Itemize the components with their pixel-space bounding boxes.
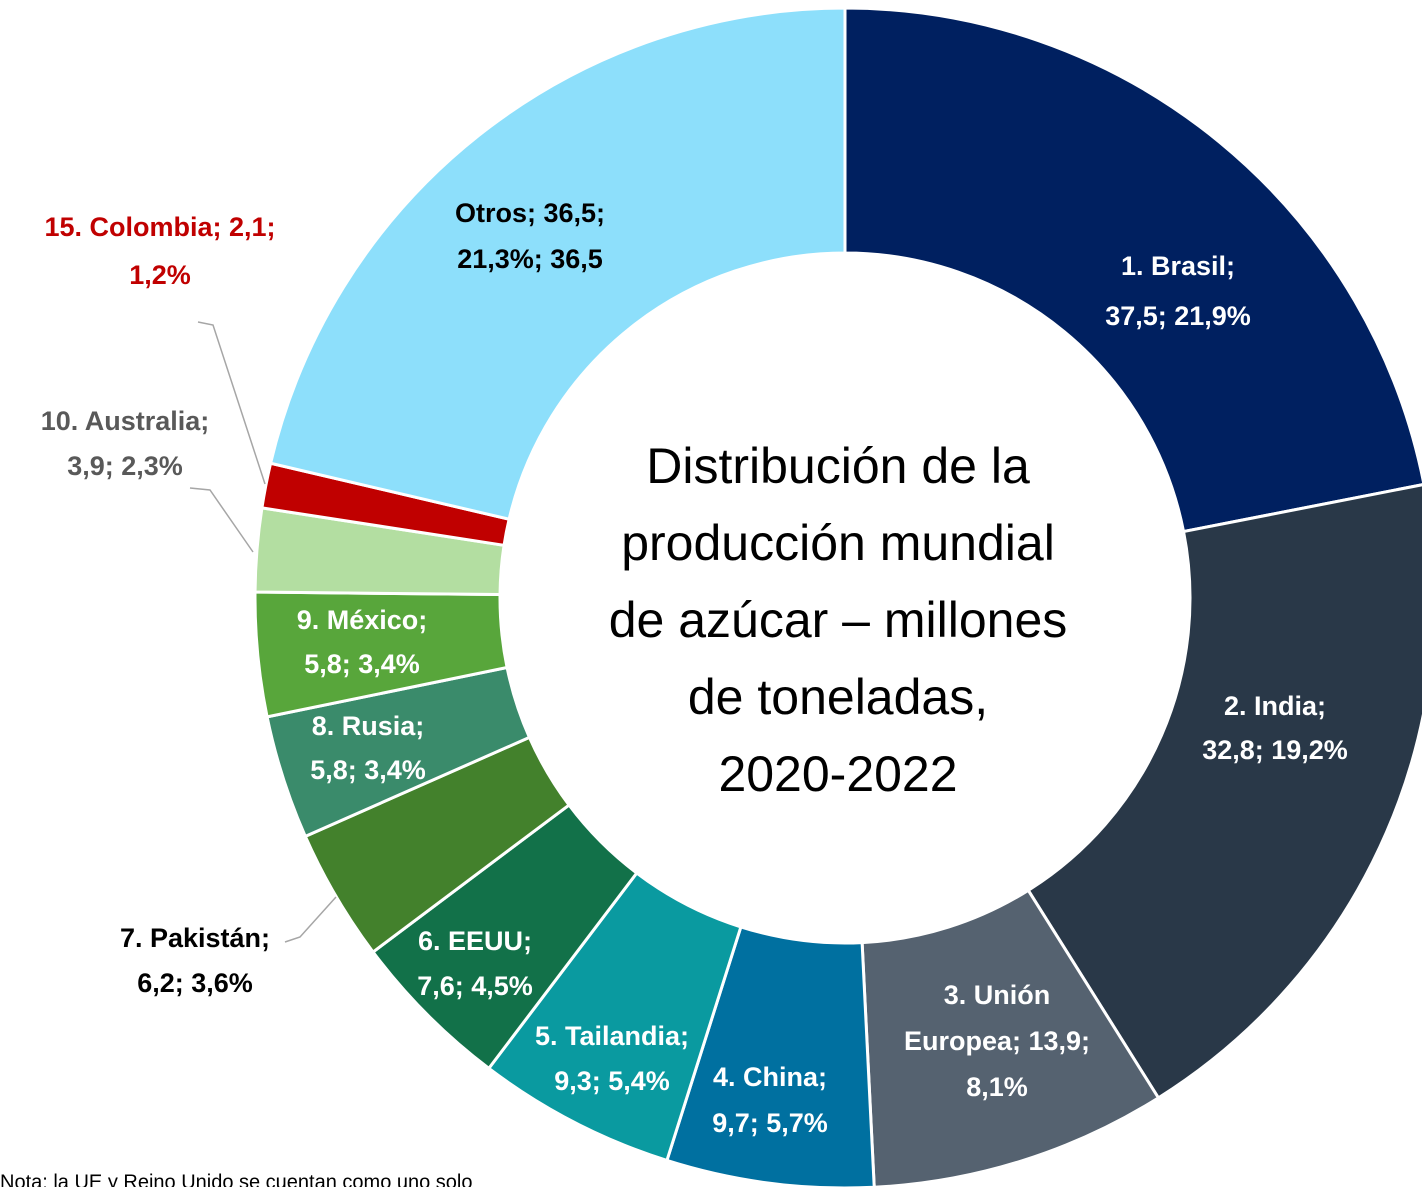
data-label: 9. México; [297, 605, 428, 635]
chart-title: producción mundial [621, 515, 1055, 571]
data-label: 3,9; 2,3% [67, 451, 183, 481]
data-label: 32,8; 19,2% [1202, 735, 1348, 765]
data-label: 8,1% [966, 1072, 1028, 1102]
leader-line [197, 321, 266, 485]
data-label: 1,2% [129, 260, 191, 290]
leader-line [189, 487, 254, 553]
data-label: 37,5; 21,9% [1105, 301, 1251, 331]
data-label: 1. Brasil; [1121, 251, 1235, 281]
chart-title: de toneladas, [688, 669, 988, 725]
slice [860, 888, 1161, 1187]
slices [253, 6, 1422, 1187]
slice [1026, 483, 1422, 1100]
data-label: 5. Tailandia; [535, 1021, 689, 1051]
note: Nota: la UE y Reino Unido se cuentan com… [0, 1171, 473, 1187]
data-label: 6. EEUU; [418, 926, 532, 956]
data-label: 3. Unión [944, 980, 1051, 1010]
data-label: 7,6; 4,5% [417, 971, 533, 1001]
data-label: 10. Australia; [41, 406, 210, 436]
data-label: 9,7; 5,7% [712, 1108, 828, 1138]
slice [843, 6, 1422, 534]
chart-title: 2020-2022 [718, 746, 957, 802]
chart-title: de azúcar – millones [609, 592, 1068, 648]
data-label: Otros; 36,5; [455, 198, 605, 228]
chart-title: Distribución de la [646, 438, 1030, 494]
data-label: 5,8; 3,4% [304, 649, 420, 679]
data-label: 9,3; 5,4% [554, 1066, 670, 1096]
leader-line [284, 896, 337, 943]
slice [268, 6, 847, 522]
data-label: 7. Pakistán; [120, 923, 270, 953]
data-label: 5,8; 3,4% [310, 755, 426, 785]
data-label: 4. China; [713, 1062, 827, 1092]
data-label: 2. India; [1224, 691, 1326, 721]
data-label: 6,2; 3,6% [137, 968, 253, 998]
data-label: 21,3%; 36,5 [457, 244, 603, 274]
data-label: 15. Colombia; 2,1; [44, 212, 275, 242]
data-label: 8. Rusia; [312, 711, 425, 741]
data-label: Europea; 13,9; [904, 1026, 1090, 1056]
